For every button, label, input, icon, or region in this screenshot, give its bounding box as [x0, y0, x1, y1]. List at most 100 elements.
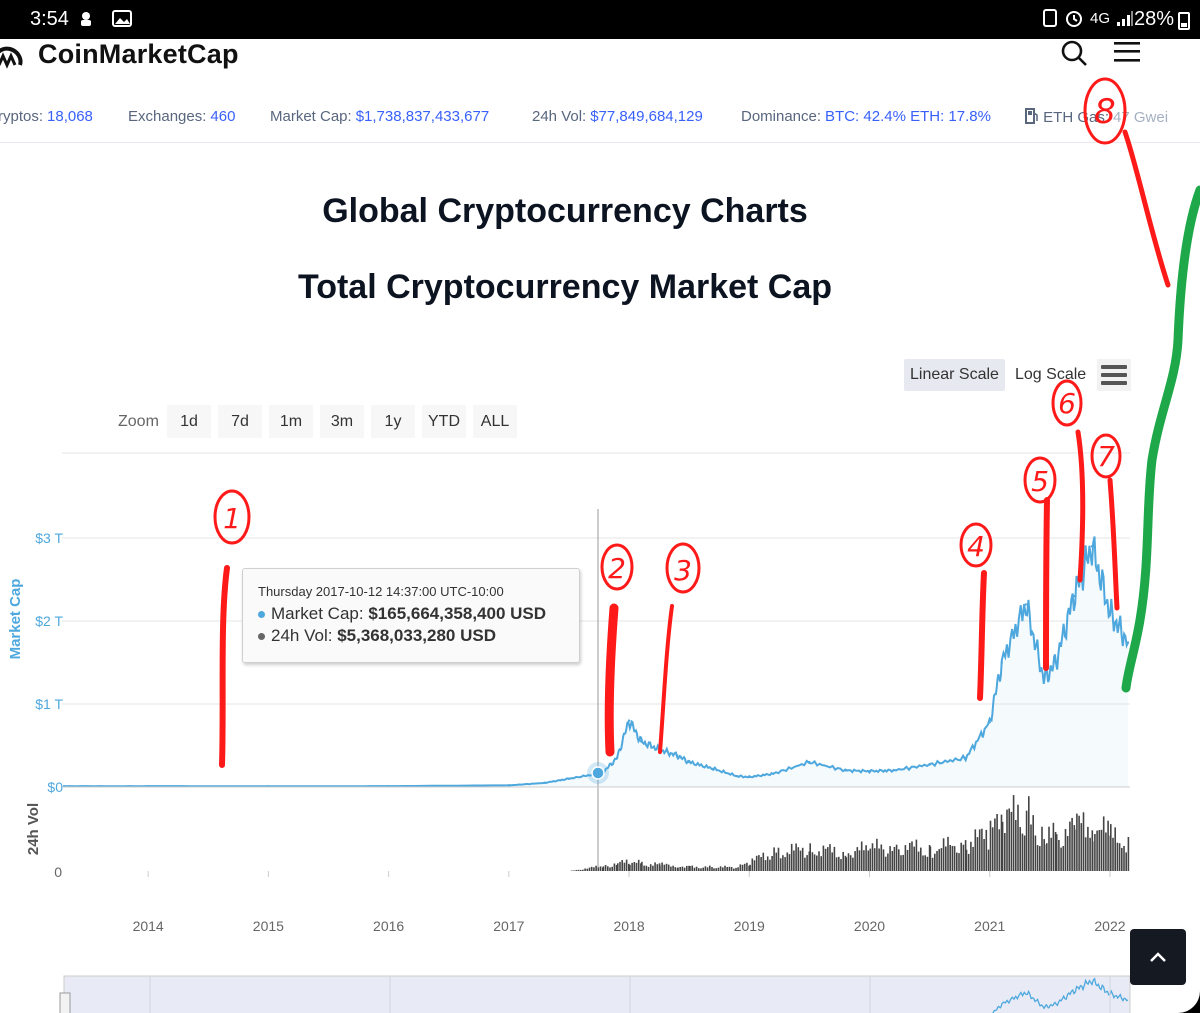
volume-bar — [623, 862, 626, 871]
volume-bar — [1107, 820, 1109, 871]
volume-bar — [590, 866, 593, 871]
volume-bar — [586, 868, 589, 871]
volume-bar — [575, 870, 578, 871]
market-cap-point — [507, 784, 511, 787]
volume-bar — [878, 848, 880, 871]
volume-bar — [637, 859, 640, 871]
volume-bar — [766, 856, 769, 871]
search-icon[interactable] — [1060, 39, 1088, 67]
linear-scale-button[interactable]: Linear Scale — [904, 359, 1005, 391]
stat-dominance[interactable]: Dominance: BTC: 42.4% ETH: 17.8% — [741, 108, 991, 125]
volume-bar — [1080, 823, 1083, 871]
brand-name[interactable]: CoinMarketCap — [38, 39, 239, 69]
range-navigator[interactable] — [63, 975, 1131, 1013]
volume-bar — [947, 836, 949, 871]
volume-bar — [911, 841, 913, 871]
volume-bar — [962, 844, 965, 871]
volume-bar — [726, 867, 728, 871]
volume-bar — [782, 855, 784, 871]
volume-bar — [1019, 827, 1021, 871]
zoom-7d-button[interactable]: 7d — [218, 405, 262, 438]
stat-market-cap[interactable]: Market Cap: $1,738,837,433,677 — [270, 108, 489, 125]
series-dot-icon — [258, 633, 265, 641]
volume-bar — [895, 844, 898, 871]
volume-bar — [809, 843, 811, 871]
volume-bar — [799, 850, 802, 871]
stat-eth-gas[interactable]: ETH Gas: 47 Gwei — [1025, 108, 1168, 126]
network-label: 4G — [1089, 9, 1110, 27]
volume-bar — [704, 866, 707, 871]
volume-bar — [609, 867, 611, 871]
tooltip-mc-label: Market Cap: — [271, 604, 364, 623]
volume-bar — [758, 855, 760, 871]
market-cap-point — [748, 775, 751, 779]
zoom-1y-button[interactable]: 1y — [371, 405, 415, 438]
volume-bar — [822, 845, 825, 871]
stat-label: Dominance: — [741, 108, 822, 125]
volume-bar — [942, 838, 945, 871]
volume-bar — [1004, 833, 1006, 871]
coinmarketcap-logo-icon[interactable] — [0, 43, 24, 77]
volume-bar — [801, 847, 804, 871]
volume-bar — [917, 851, 920, 871]
status-right-icons: 4G — [1042, 8, 1134, 28]
browser-page: CoinMarketCap ryptos: 18,068 Exchanges: 46… — [0, 39, 1200, 1013]
volume-bar — [854, 851, 856, 871]
volume-bar — [934, 853, 936, 871]
volume-bar — [1001, 821, 1004, 871]
volume-bar — [1021, 833, 1024, 871]
volume-bar — [1008, 808, 1010, 871]
log-scale-button[interactable]: Log Scale — [1015, 366, 1087, 383]
volume-bar — [1073, 829, 1076, 871]
volume-bar — [965, 849, 968, 871]
zoom-3m-button[interactable]: 3m — [320, 405, 364, 438]
zoom-ytd-button[interactable]: YTD — [422, 405, 466, 438]
volume-bar — [873, 848, 876, 871]
volume-bar — [719, 866, 722, 871]
menu-icon[interactable] — [1112, 40, 1142, 64]
volume-bar — [784, 857, 786, 871]
volume-bar — [577, 869, 580, 871]
volume-bar — [827, 847, 829, 871]
market-cap-point — [627, 719, 631, 722]
chart-menu-button[interactable] — [1097, 359, 1131, 391]
volume-bar — [679, 867, 681, 871]
scroll-to-top-button[interactable] — [1130, 929, 1186, 985]
x-tick-label: 2022 — [1094, 918, 1125, 934]
volume-bar — [871, 843, 874, 871]
volume-bar — [1125, 852, 1127, 871]
stat-cryptos[interactable]: ryptos: 18,068 — [0, 108, 93, 125]
zoom-all-button[interactable]: ALL — [473, 405, 517, 438]
signal-icon — [1117, 11, 1133, 26]
stat-exchanges[interactable]: Exchanges: 460 — [128, 108, 235, 125]
stat-value: BTC: 42.4% ETH: 17.8% — [825, 108, 991, 125]
tooltip-market-cap: Market Cap: $165,664,358,400 USD — [258, 604, 546, 624]
market-cap-point — [892, 769, 895, 772]
y-tick-label: $2 T — [35, 613, 63, 629]
navigator-handle-left[interactable] — [59, 992, 71, 1013]
x-tick-label: 2020 — [854, 918, 885, 934]
volume-bar — [863, 850, 865, 871]
volume-bar — [659, 865, 661, 871]
zoom-1m-button[interactable]: 1m — [269, 405, 313, 438]
zoom-1d-button[interactable]: 1d — [167, 405, 211, 438]
volume-bar — [844, 855, 847, 871]
volume-bar — [621, 860, 623, 871]
volume-bar — [579, 869, 582, 871]
stat-label: ETH Gas: — [1043, 109, 1110, 126]
volume-bar — [847, 853, 850, 871]
volume-bar — [1036, 845, 1039, 871]
volume-bar — [661, 862, 663, 871]
market-cap-point — [1042, 677, 1046, 681]
notification-icon — [81, 12, 91, 26]
market-cap-chart[interactable]: $0 $1 T $2 T $3 T Market Cap 24h Vol 0 2014… — [0, 439, 1200, 1013]
market-cap-point — [615, 756, 619, 760]
volume-bar — [1023, 835, 1026, 871]
volume-bar — [1055, 834, 1058, 871]
stat-value: $77,849,684,129 — [590, 108, 703, 125]
volume-bar — [741, 864, 744, 871]
volume-bar — [887, 853, 889, 871]
volume-bar — [960, 842, 962, 871]
volume-bar — [938, 849, 940, 871]
stat-24h-vol[interactable]: 24h Vol: $77,849,684,129 — [532, 108, 703, 125]
